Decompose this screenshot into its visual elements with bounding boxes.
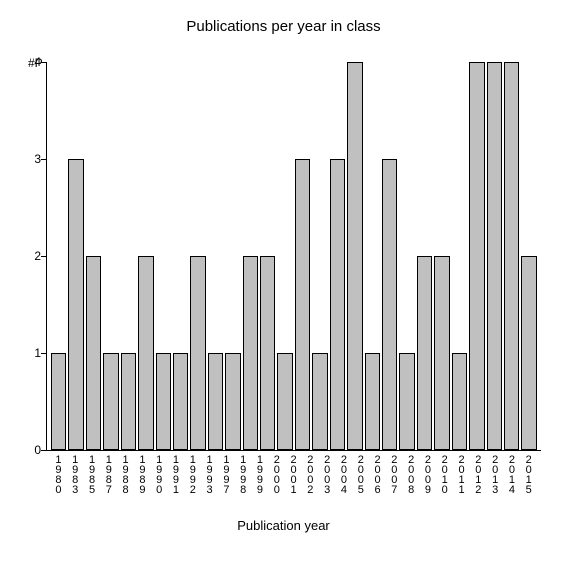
x-tick-label: 2009 (420, 454, 436, 504)
x-labels: 1980198319851987198819891990199119921993… (46, 454, 540, 504)
bar (347, 62, 362, 450)
x-tick-label: 1993 (201, 454, 217, 504)
bar (521, 256, 536, 450)
x-tick-label: 2002 (302, 454, 318, 504)
x-tick-label: 1990 (151, 454, 167, 504)
y-tick-label: 0 (25, 444, 41, 456)
bar (487, 62, 502, 450)
y-tick-label: 1 (25, 347, 41, 359)
x-tick-label: 2015 (520, 454, 536, 504)
bar (312, 353, 327, 450)
y-tick-label: 4 (25, 56, 41, 68)
bar (399, 353, 414, 450)
y-tick-label: 3 (25, 153, 41, 165)
x-tick-label: 1998 (235, 454, 251, 504)
publications-chart: Publications per year in class #P 01234 … (0, 0, 567, 567)
bar (68, 159, 83, 450)
bar (504, 62, 519, 450)
bar (86, 256, 101, 450)
x-tick-label: 1999 (252, 454, 268, 504)
x-tick-label: 1985 (84, 454, 100, 504)
bar (452, 353, 467, 450)
x-tick-label: 1983 (67, 454, 83, 504)
x-tick-label: 1988 (117, 454, 133, 504)
bar (51, 353, 66, 450)
x-tick-label: 2008 (403, 454, 419, 504)
x-tick-label: 2014 (504, 454, 520, 504)
x-tick-label: 2000 (268, 454, 284, 504)
x-tick-label: 1992 (184, 454, 200, 504)
chart-title: Publications per year in class (0, 18, 567, 35)
bar (138, 256, 153, 450)
y-tick (41, 450, 47, 451)
x-axis-label: Publication year (0, 518, 567, 533)
x-tick-label: 2004 (336, 454, 352, 504)
x-tick-label: 1987 (100, 454, 116, 504)
bar (469, 62, 484, 450)
x-tick-label: 2006 (369, 454, 385, 504)
plot-area: 01234 (46, 62, 541, 451)
bar (208, 353, 223, 450)
x-tick-label: 2003 (319, 454, 335, 504)
bar (434, 256, 449, 450)
x-tick-label: 2011 (453, 454, 469, 504)
bar (365, 353, 380, 450)
bar (190, 256, 205, 450)
x-tick-label: 1989 (134, 454, 150, 504)
y-tick-label: 2 (25, 250, 41, 262)
bar (295, 159, 310, 450)
bar (330, 159, 345, 450)
x-tick-label: 2001 (285, 454, 301, 504)
bar (417, 256, 432, 450)
bars-container (47, 62, 541, 450)
x-tick-label: 2007 (386, 454, 402, 504)
bar (225, 353, 240, 450)
x-tick-label: 2010 (436, 454, 452, 504)
bar (173, 353, 188, 450)
x-tick-label: 2013 (487, 454, 503, 504)
bar (243, 256, 258, 450)
bar (260, 256, 275, 450)
bar (382, 159, 397, 450)
x-tick-label: 2012 (470, 454, 486, 504)
bar (121, 353, 136, 450)
bar (277, 353, 292, 450)
x-tick-label: 2005 (352, 454, 368, 504)
x-tick-label: 1980 (50, 454, 66, 504)
x-tick-label: 1997 (218, 454, 234, 504)
bar (156, 353, 171, 450)
bar (103, 353, 118, 450)
x-tick-label: 1991 (168, 454, 184, 504)
